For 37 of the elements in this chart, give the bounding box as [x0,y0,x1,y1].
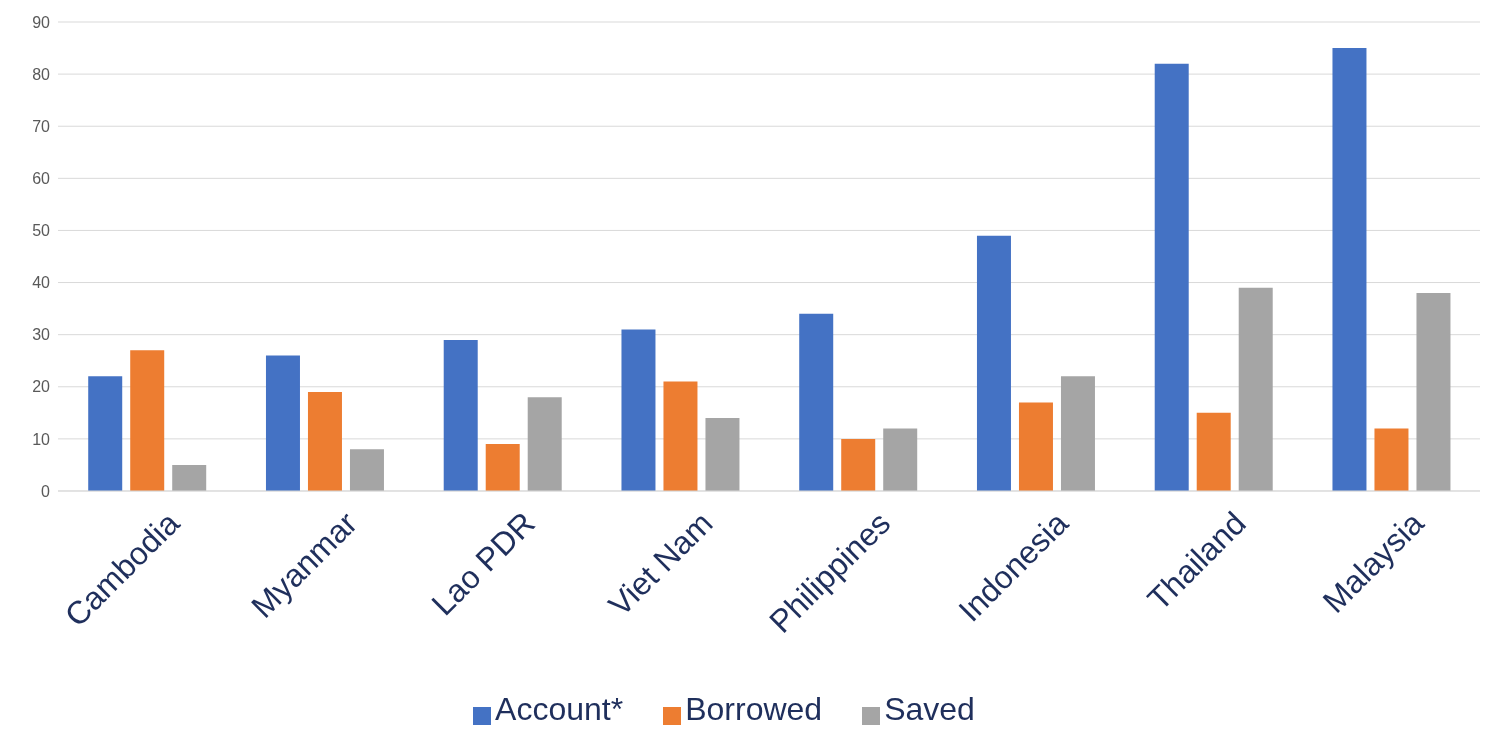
bar [130,350,165,491]
bar [1018,402,1053,491]
bar [1374,428,1409,491]
bar [1416,292,1451,491]
bar [443,339,478,491]
y-tick-label: 50 [32,222,51,240]
y-tick-label: 70 [32,117,51,135]
y-tick-label: 10 [32,430,51,448]
y-tick-label: 0 [41,482,51,500]
y-tick-label: 80 [32,65,51,83]
legend-label: Borrowed [685,691,823,727]
bar [485,444,520,491]
bar [705,418,740,491]
bar [265,355,300,491]
bar [841,438,876,491]
bar [1196,412,1231,491]
y-tick-label: 40 [32,274,51,292]
bar [976,235,1011,491]
bar [883,428,918,491]
bar [621,329,656,491]
bar [527,397,562,491]
y-tick-label: 60 [32,170,51,188]
bar [663,381,698,491]
y-tick-label: 30 [32,326,51,344]
legend-label: Account* [495,691,624,727]
bar [1332,48,1367,491]
bar [349,449,384,491]
y-tick-label: 90 [32,13,51,31]
bar [88,376,123,491]
bar [172,464,207,491]
bar [307,391,342,491]
bar [1060,376,1095,491]
bar [1154,63,1189,491]
y-tick-label: 20 [32,378,51,396]
bar [799,313,834,491]
legend-label: Saved [884,691,975,727]
bar [1238,287,1273,491]
